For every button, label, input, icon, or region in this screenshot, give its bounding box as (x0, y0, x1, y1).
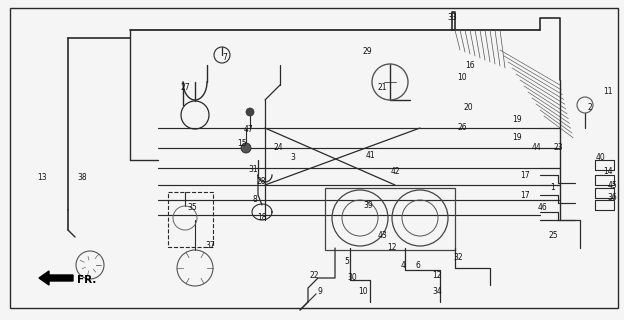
Text: 20: 20 (463, 103, 473, 113)
Text: 33: 33 (447, 13, 457, 22)
Text: 40: 40 (596, 154, 606, 163)
Text: 44: 44 (531, 143, 541, 153)
Text: 12: 12 (432, 270, 442, 279)
Text: 10: 10 (457, 74, 467, 83)
Text: 32: 32 (453, 253, 463, 262)
Text: 6: 6 (416, 260, 421, 269)
Text: 43: 43 (377, 230, 387, 239)
Text: 45: 45 (607, 180, 617, 189)
Text: 12: 12 (388, 244, 397, 252)
Text: 7: 7 (223, 53, 227, 62)
Text: 25: 25 (548, 230, 558, 239)
Text: 21: 21 (378, 84, 387, 92)
Text: 23: 23 (553, 143, 563, 153)
Text: 24: 24 (273, 143, 283, 153)
Text: 17: 17 (520, 190, 530, 199)
Text: 3: 3 (291, 154, 295, 163)
Text: 26: 26 (457, 124, 467, 132)
Text: 19: 19 (512, 133, 522, 142)
Text: 38: 38 (77, 173, 87, 182)
Text: 18: 18 (257, 213, 266, 222)
Text: 9: 9 (318, 286, 323, 295)
Text: 14: 14 (603, 167, 613, 177)
Text: 35: 35 (187, 204, 197, 212)
Text: 17: 17 (520, 171, 530, 180)
Text: 13: 13 (37, 173, 47, 182)
Bar (325, 188, 455, 250)
Text: 19: 19 (512, 116, 522, 124)
Text: 29: 29 (362, 47, 372, 57)
Text: 41: 41 (365, 150, 375, 159)
Text: 27: 27 (180, 84, 190, 92)
Text: 8: 8 (253, 196, 257, 204)
Bar (168, 192, 213, 247)
Text: 16: 16 (465, 60, 475, 69)
Text: 28: 28 (256, 178, 266, 187)
Circle shape (246, 108, 254, 116)
Text: 15: 15 (237, 139, 247, 148)
Text: FR.: FR. (77, 275, 96, 285)
Text: 47: 47 (243, 125, 253, 134)
Text: 46: 46 (537, 204, 547, 212)
Text: 11: 11 (603, 87, 613, 97)
Text: 5: 5 (344, 258, 349, 267)
FancyArrow shape (39, 271, 73, 285)
Text: 31: 31 (248, 165, 258, 174)
Text: 10: 10 (358, 286, 368, 295)
Circle shape (241, 143, 251, 153)
Text: 30: 30 (347, 274, 357, 283)
Text: 37: 37 (205, 241, 215, 250)
Text: 36: 36 (607, 194, 617, 203)
Text: 2: 2 (588, 103, 592, 113)
Text: 1: 1 (550, 183, 555, 193)
Text: 34: 34 (432, 286, 442, 295)
Text: 4: 4 (401, 260, 406, 269)
Text: 42: 42 (390, 167, 400, 177)
Text: 39: 39 (363, 201, 373, 210)
Text: 22: 22 (310, 270, 319, 279)
